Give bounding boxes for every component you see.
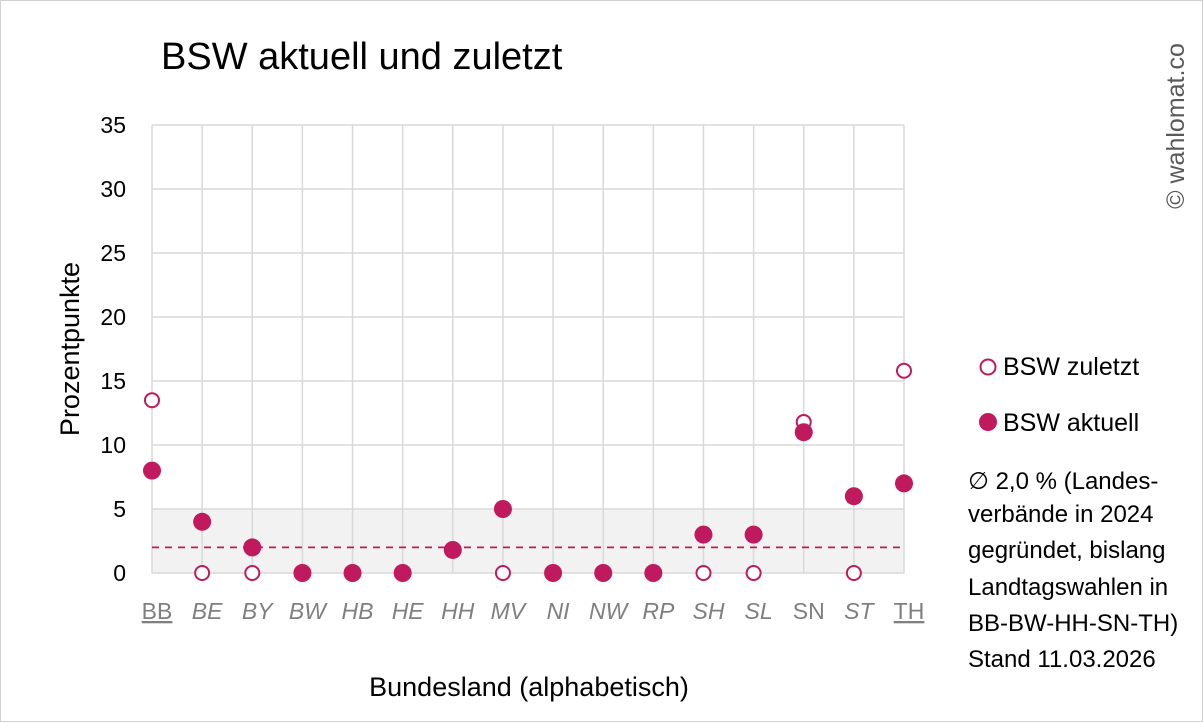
x-tick-label: BY	[242, 598, 274, 624]
point-zuletzt	[194, 565, 211, 581]
point-aktuell	[744, 525, 763, 544]
x-tick-label: SL	[745, 598, 773, 624]
point-aktuell	[644, 564, 663, 582]
point-zuletzt	[695, 565, 712, 581]
legend: BSW zuletzt BSW aktuell	[979, 353, 1139, 437]
note-line-6: Stand 11.03.2026	[968, 646, 1156, 673]
x-tick-label: RP	[642, 598, 675, 624]
note-line-2: verbände in 2024	[968, 501, 1153, 528]
y-tick-label: 5	[113, 496, 126, 522]
point-aktuell	[694, 525, 713, 544]
point-aktuell	[493, 500, 512, 518]
legend-label-aktuell: BSW aktuell	[1003, 409, 1139, 437]
point-aktuell	[544, 564, 563, 582]
x-tick-label: NW	[589, 598, 630, 624]
note-line-4: Landtagswahlen in	[968, 574, 1168, 601]
x-tick-label: HE	[392, 598, 425, 624]
point-zuletzt	[845, 565, 862, 581]
x-tick-label: NI	[547, 598, 571, 624]
point-aktuell	[895, 474, 913, 493]
x-axis-label: Bundesland (alphabetisch)	[369, 672, 689, 702]
legend-label-zuletzt: BSW zuletzt	[1003, 353, 1139, 381]
chart-title: BSW aktuell und zuletzt	[161, 36, 563, 78]
point-aktuell	[343, 564, 362, 582]
point-aktuell	[143, 461, 161, 480]
point-aktuell	[794, 423, 813, 442]
y-tick-label: 35	[100, 112, 126, 138]
x-tick-label: SN	[793, 598, 825, 624]
note-line-3: gegründet, bislang	[968, 537, 1165, 564]
point-zuletzt	[745, 565, 762, 581]
y-tick-label: 10	[100, 432, 126, 458]
legend-marker-aktuell	[979, 413, 997, 431]
point-zuletzt	[144, 392, 160, 409]
point-aktuell	[844, 487, 863, 506]
x-tick-label: ST	[844, 598, 875, 624]
x-tick-label: HB	[342, 598, 374, 624]
y-tick-label: 30	[100, 176, 126, 202]
y-tick-label: 0	[113, 560, 126, 586]
x-tick-label: BB	[142, 598, 173, 624]
shaded-band	[152, 509, 904, 573]
x-tick-label: TH	[894, 598, 925, 624]
x-tick-label: BE	[192, 598, 223, 624]
x-tick-label: BW	[289, 598, 328, 624]
y-axis-label: Prozentpunkte	[55, 262, 85, 436]
point-zuletzt	[896, 362, 912, 379]
point-aktuell	[293, 564, 312, 582]
note-line-1: ∅ 2,0 % (Landes-	[968, 468, 1158, 495]
point-zuletzt	[244, 565, 261, 581]
x-tick-label: MV	[491, 598, 528, 624]
point-aktuell	[193, 512, 212, 531]
point-aktuell	[443, 540, 462, 559]
y-tick-label: 15	[100, 368, 126, 394]
y-tick-label: 25	[100, 240, 126, 266]
point-zuletzt	[494, 565, 511, 581]
x-tick-label: HH	[441, 598, 475, 624]
point-aktuell	[594, 564, 613, 582]
note-line-5: BB-BW-HH-SN-TH)	[968, 610, 1178, 637]
x-tick-label: SH	[692, 598, 724, 624]
average-note: ∅ 2,0 % (Landes- verbände in 2024 gegrün…	[968, 468, 1178, 673]
point-aktuell	[393, 564, 412, 582]
point-aktuell	[243, 538, 262, 557]
legend-marker-zuletzt	[979, 358, 997, 376]
y-tick-label: 20	[100, 304, 126, 330]
watermark: © wahlomat.co	[1162, 43, 1190, 209]
